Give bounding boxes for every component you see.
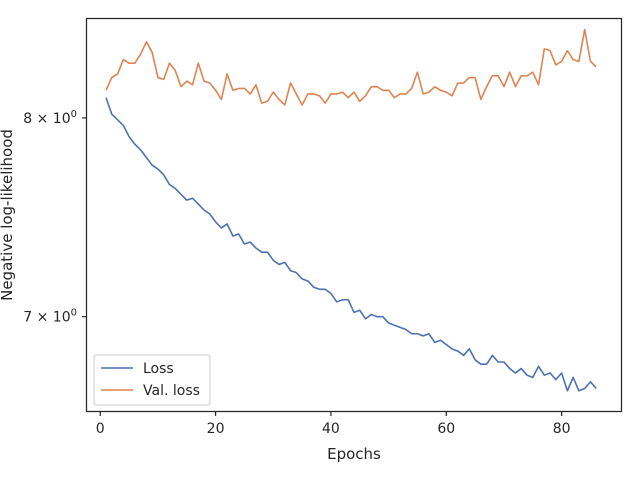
y-axis-label: Negative log-likelihood (0, 129, 16, 301)
x-tick-label: 80 (553, 421, 571, 437)
x-tick-label: 0 (96, 421, 105, 437)
series-line-loss (105, 97, 597, 392)
legend: Loss Val. loss (93, 354, 211, 406)
x-tick-label: 40 (322, 421, 340, 437)
x-axis-label: Epochs (327, 445, 381, 463)
y-tick-label: 7 × 100 (23, 308, 77, 326)
legend-label-val-loss: Val. loss (143, 383, 200, 399)
series-line-val-loss (105, 28, 597, 106)
y-tick-label: 8 × 100 (23, 109, 77, 127)
x-tick-label: 60 (437, 421, 455, 437)
x-tick-label: 20 (207, 421, 225, 437)
plot-frame (85, 17, 623, 413)
legend-label-loss: Loss (143, 361, 174, 377)
